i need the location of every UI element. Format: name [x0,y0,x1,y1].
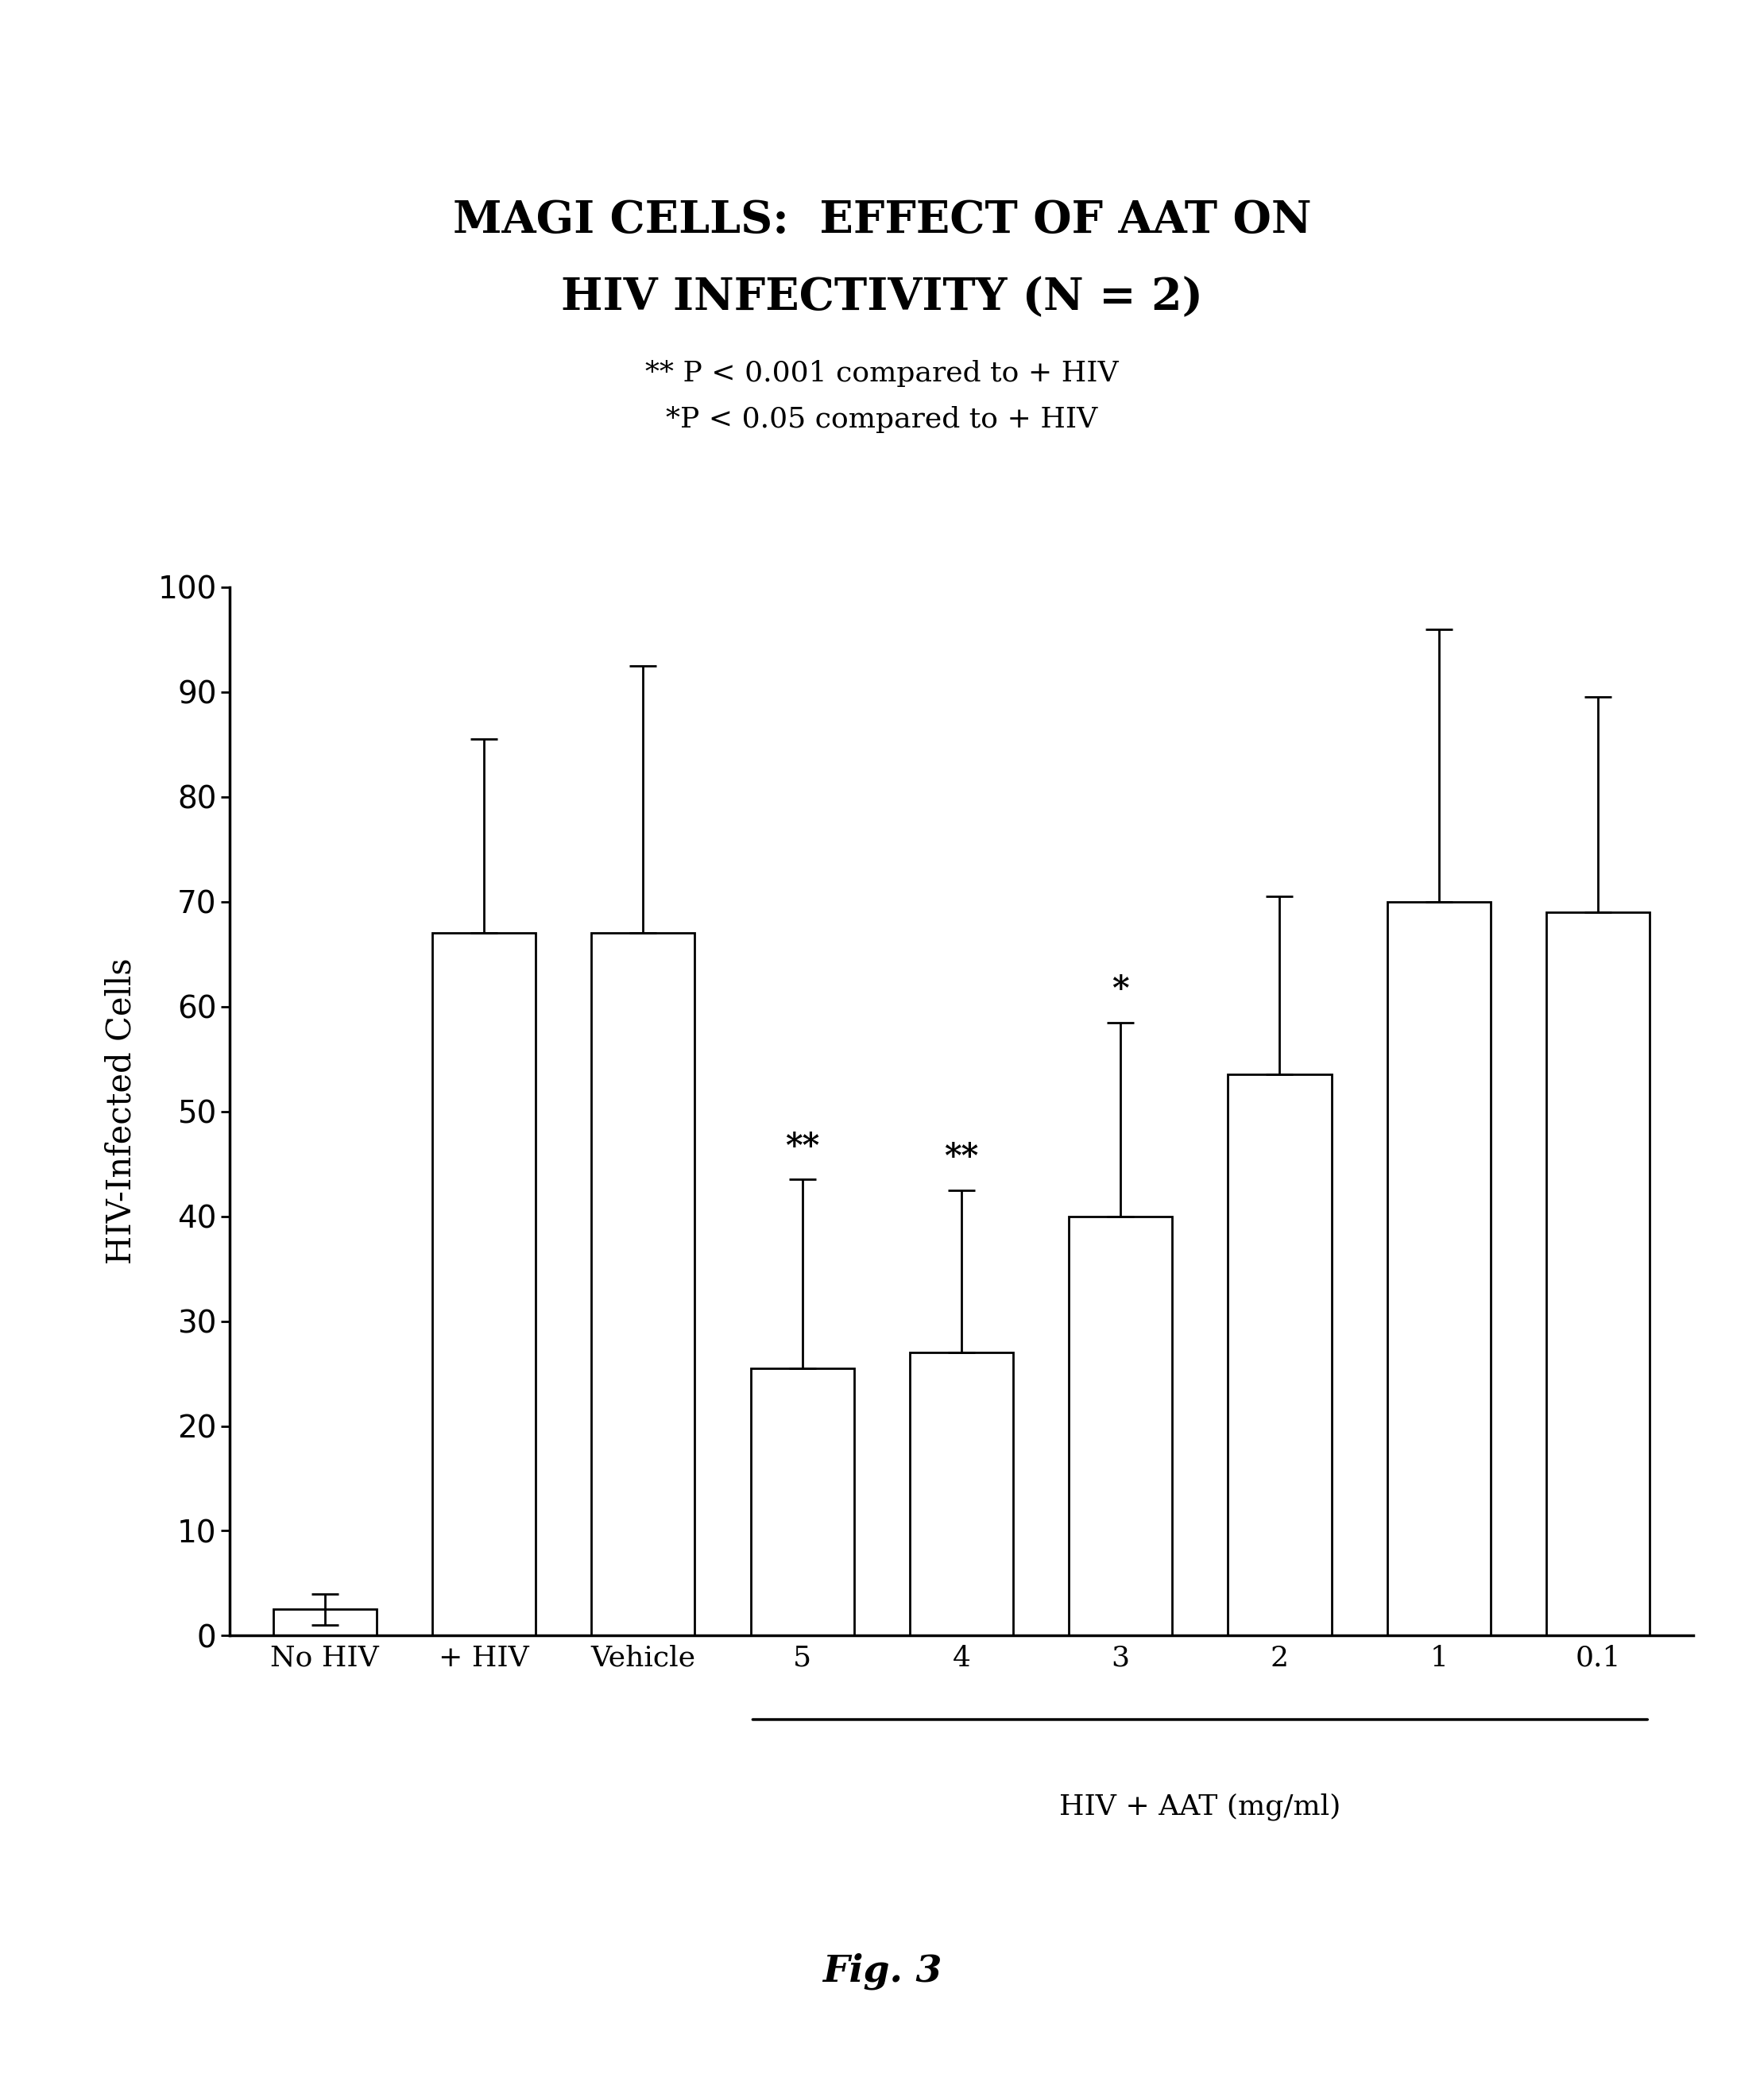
Text: ** P < 0.001 compared to + HIV: ** P < 0.001 compared to + HIV [646,361,1118,386]
Text: **: ** [944,1141,979,1174]
Bar [1547,912,1649,1636]
Text: *: * [1111,973,1129,1007]
Text: HIV INFECTIVITY (N = 2): HIV INFECTIVITY (N = 2) [561,277,1203,319]
Y-axis label: HIV-Infected Cells: HIV-Infected Cells [104,958,138,1264]
Bar [591,933,695,1636]
Bar [750,1369,854,1636]
Bar [1387,902,1491,1636]
Text: **: ** [785,1130,820,1164]
Bar [432,933,536,1636]
Bar [1069,1216,1173,1636]
Text: MAGI CELLS:  EFFECT OF AAT ON: MAGI CELLS: EFFECT OF AAT ON [453,199,1311,241]
Bar [910,1353,1013,1636]
Bar [273,1610,376,1636]
Text: Fig. 3: Fig. 3 [822,1952,942,1990]
Text: *P < 0.05 compared to + HIV: *P < 0.05 compared to + HIV [667,407,1097,432]
Text: HIV + AAT (mg/ml): HIV + AAT (mg/ml) [1060,1793,1341,1820]
Bar [1228,1074,1332,1636]
